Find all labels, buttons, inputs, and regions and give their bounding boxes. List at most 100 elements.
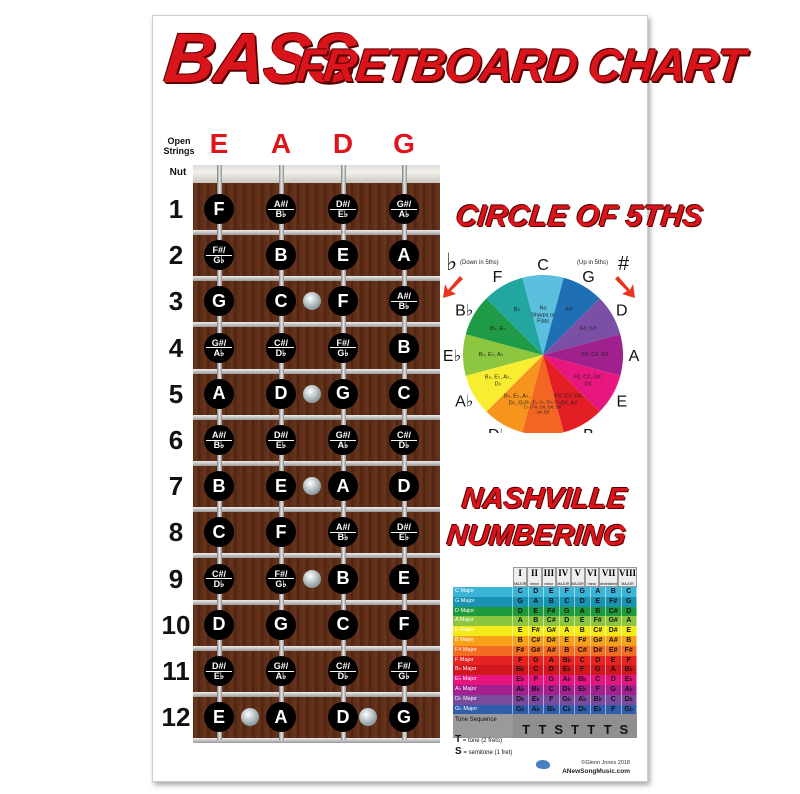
nashville-title-1: NASHVILLE xyxy=(460,483,629,515)
note-marker: G#/A♭ xyxy=(204,332,234,363)
inlay-dot xyxy=(359,708,377,727)
circle-key-label: A xyxy=(629,348,640,365)
note-label: A#/B♭ xyxy=(396,291,411,312)
note-marker: E xyxy=(328,240,358,271)
note-cell: C xyxy=(622,587,637,597)
row-key: E Major xyxy=(453,626,513,636)
note-cell: F xyxy=(560,587,575,597)
row-key: A♭ Major xyxy=(453,684,513,695)
circle-segment xyxy=(465,355,543,412)
note-cell: B xyxy=(560,645,575,656)
note-cell: E xyxy=(575,616,591,627)
note-marker: G#/A♭ xyxy=(389,194,419,224)
open-string-g: G xyxy=(393,128,415,159)
note-marker: D xyxy=(389,471,419,502)
fret-number: 12 xyxy=(161,702,191,733)
note-label: A#/B♭ xyxy=(211,430,226,450)
note-marker: C#/D♭ xyxy=(328,656,358,686)
circle-inner-text: B♭, E♭, A♭ xyxy=(478,351,504,358)
note-marker: G#/A♭ xyxy=(328,425,358,455)
inlay-dot xyxy=(241,708,259,727)
note-cell: F# xyxy=(622,645,637,656)
note-cell: D# xyxy=(591,645,606,656)
note-label: A xyxy=(397,244,411,265)
tone-step: T xyxy=(538,722,547,738)
note-cell: D xyxy=(575,596,591,607)
tone-step: T xyxy=(522,722,531,738)
fret-wire xyxy=(193,461,440,466)
note-cell: F xyxy=(544,694,560,705)
header-cell: II minor xyxy=(527,567,542,587)
circle-key-label: D♭ xyxy=(488,427,507,433)
note-cell: D xyxy=(591,655,606,666)
degree-numeral: VII xyxy=(601,568,616,578)
note-cell: F# xyxy=(513,645,529,656)
circle-segment xyxy=(543,334,623,376)
tone-step: S xyxy=(619,722,629,738)
note-label: A xyxy=(274,706,288,727)
website: ANewSongMusic.com xyxy=(562,768,630,775)
chord-quality: MAJOR xyxy=(557,582,570,586)
header-spacer xyxy=(453,567,513,587)
circle-inner-text: F#, C#, G#, D#, A# xyxy=(554,393,584,407)
note-cell: A♭ xyxy=(560,675,575,685)
note-cell: F# xyxy=(575,635,591,646)
note-cell: F xyxy=(622,655,637,666)
row-key: B♭ Major xyxy=(453,665,513,676)
row-key: G♭ Major xyxy=(453,704,513,715)
copyright: ©Glenn Jones 2018 xyxy=(581,760,630,766)
note-label: F#/G♭ xyxy=(274,568,288,589)
table-row: E♭ Major E♭ F G A♭ B♭ C D E♭ xyxy=(453,675,637,685)
chord-quality: minor xyxy=(587,582,597,586)
note-cell: G xyxy=(575,587,591,597)
note-cell: B♭ xyxy=(575,675,591,685)
circle-segment xyxy=(522,275,564,355)
note-cell: E♭ xyxy=(529,694,544,705)
note-cell: B xyxy=(513,635,529,646)
note-label: A#/B♭ xyxy=(273,199,288,219)
table-row: D♭ Major D♭ E♭ F G♭ A♭ B♭ C D♭ xyxy=(453,694,637,705)
note-marker: D xyxy=(266,378,296,409)
circle-segment xyxy=(463,334,543,376)
note-cell: B♭ xyxy=(622,665,637,676)
tone-label: Tone Sequence xyxy=(453,714,513,739)
open-string-d: D xyxy=(332,128,354,159)
note-label: F#/G♭ xyxy=(336,337,350,358)
open-string-a: A xyxy=(270,128,292,159)
note-divider xyxy=(391,439,417,441)
note-cell: C xyxy=(591,675,606,685)
note-cell: C xyxy=(544,684,560,695)
note-cell: D# xyxy=(606,626,622,636)
note-label: B xyxy=(336,568,350,589)
circle-inner-text: B♭, E♭, A♭, D♭ xyxy=(484,374,512,388)
note-divider xyxy=(268,439,294,441)
note-divider xyxy=(268,578,294,580)
circle-title: CIRCLE OF 5THS xyxy=(454,200,705,233)
note-cell: C♭ xyxy=(560,704,575,715)
degree-numeral: VI xyxy=(587,568,598,578)
note-label: G xyxy=(335,383,350,404)
up-arrow-icon xyxy=(615,276,635,298)
legend-semitone: S = semitone (1 fret) xyxy=(455,746,512,757)
note-marker: F xyxy=(266,517,296,548)
note-cell: C xyxy=(529,665,544,676)
note-marker: D#/E♭ xyxy=(266,425,296,455)
table-row: F# Major F# G# A# B C# D# E# F# xyxy=(453,645,637,656)
note-marker: A#/B♭ xyxy=(266,194,296,224)
note-cell: A xyxy=(575,606,591,617)
note-cell: D xyxy=(606,675,622,685)
table-row: G Major G A B C D E F# G xyxy=(453,596,637,607)
note-label: F xyxy=(398,614,410,635)
note-cell: E xyxy=(544,587,560,597)
note-divider xyxy=(268,347,294,349)
row-key: E♭ Major xyxy=(453,675,513,685)
fret-number: 11 xyxy=(162,656,190,686)
fret-number: 10 xyxy=(161,609,191,640)
note-cell: D xyxy=(622,606,637,617)
tone-sequence-row: Tone Sequence T T S T T T S xyxy=(453,714,637,739)
note-label: F xyxy=(275,521,287,542)
row-key: A Major xyxy=(453,616,513,627)
note-label: D xyxy=(274,383,288,404)
note-cell: B♭ xyxy=(529,684,544,695)
